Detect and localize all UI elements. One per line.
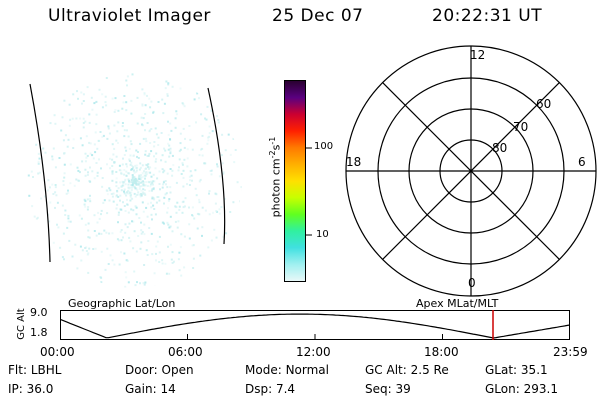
date-readout: 25 Dec 07 [272, 6, 364, 26]
x-tick-0000: 00:00 [40, 345, 75, 359]
info-ip: IP: 36.0 [8, 382, 54, 396]
colorbar-unit-label: photon cm-2s-1 [268, 136, 283, 218]
timeline-left-title: Geographic Lat/Lon [68, 297, 176, 310]
lat-label-60: 60 [536, 97, 552, 111]
timeline-right-title: Apex MLat/MLT [416, 297, 499, 310]
intensity-colorbar [284, 80, 306, 282]
altitude-timeline [60, 310, 570, 340]
mlt-label-0: 0 [468, 276, 476, 290]
info-seq: Seq: 39 [365, 382, 411, 396]
lat-label-70: 70 [513, 120, 529, 134]
mlt-label-18: 18 [346, 155, 362, 169]
timeline-y-min: 1.8 [30, 326, 48, 339]
colorbar-tick-10: 10 [316, 229, 329, 240]
info-door: Door: Open [125, 363, 194, 377]
colorbar-ticks [306, 147, 312, 236]
altitude-curve [60, 313, 570, 339]
timeline-y-max: 9.0 [30, 306, 48, 319]
info-glat: GLat: 35.1 [485, 363, 548, 377]
meridian-diag-2 [382, 82, 560, 260]
mlt-label-6: 6 [578, 155, 586, 169]
info-flt: Flt: LBHL [8, 363, 62, 377]
info-gc-alt: GC Alt: 2.5 Re [365, 363, 449, 377]
colorbar-tick-100: 100 [314, 141, 334, 152]
timeline-y-axis-label: GC Alt [16, 308, 27, 340]
instrument-title: Ultraviolet Imager [48, 6, 211, 26]
x-tick-2359: 23:59 [553, 345, 588, 359]
lat-label-80: 80 [492, 141, 508, 155]
polar-mlt-grid [345, 45, 597, 297]
limb-line-right [207, 87, 226, 245]
mlt-label-12: 12 [470, 48, 486, 62]
uv-image-panel [27, 73, 242, 288]
info-dsp: Dsp: 7.4 [245, 382, 296, 396]
limb-line-left [29, 83, 51, 263]
x-tick-1200: 12:00 [296, 345, 331, 359]
info-mode: Mode: Normal [245, 363, 329, 377]
info-gain: Gain: 14 [125, 382, 176, 396]
uv-emission-speckles [27, 73, 242, 288]
x-tick-1800: 18:00 [424, 345, 459, 359]
x-tick-0600: 06:00 [168, 345, 203, 359]
time-readout: 20:22:31 UT [432, 6, 543, 26]
info-glon: GLon: 293.1 [485, 382, 558, 396]
